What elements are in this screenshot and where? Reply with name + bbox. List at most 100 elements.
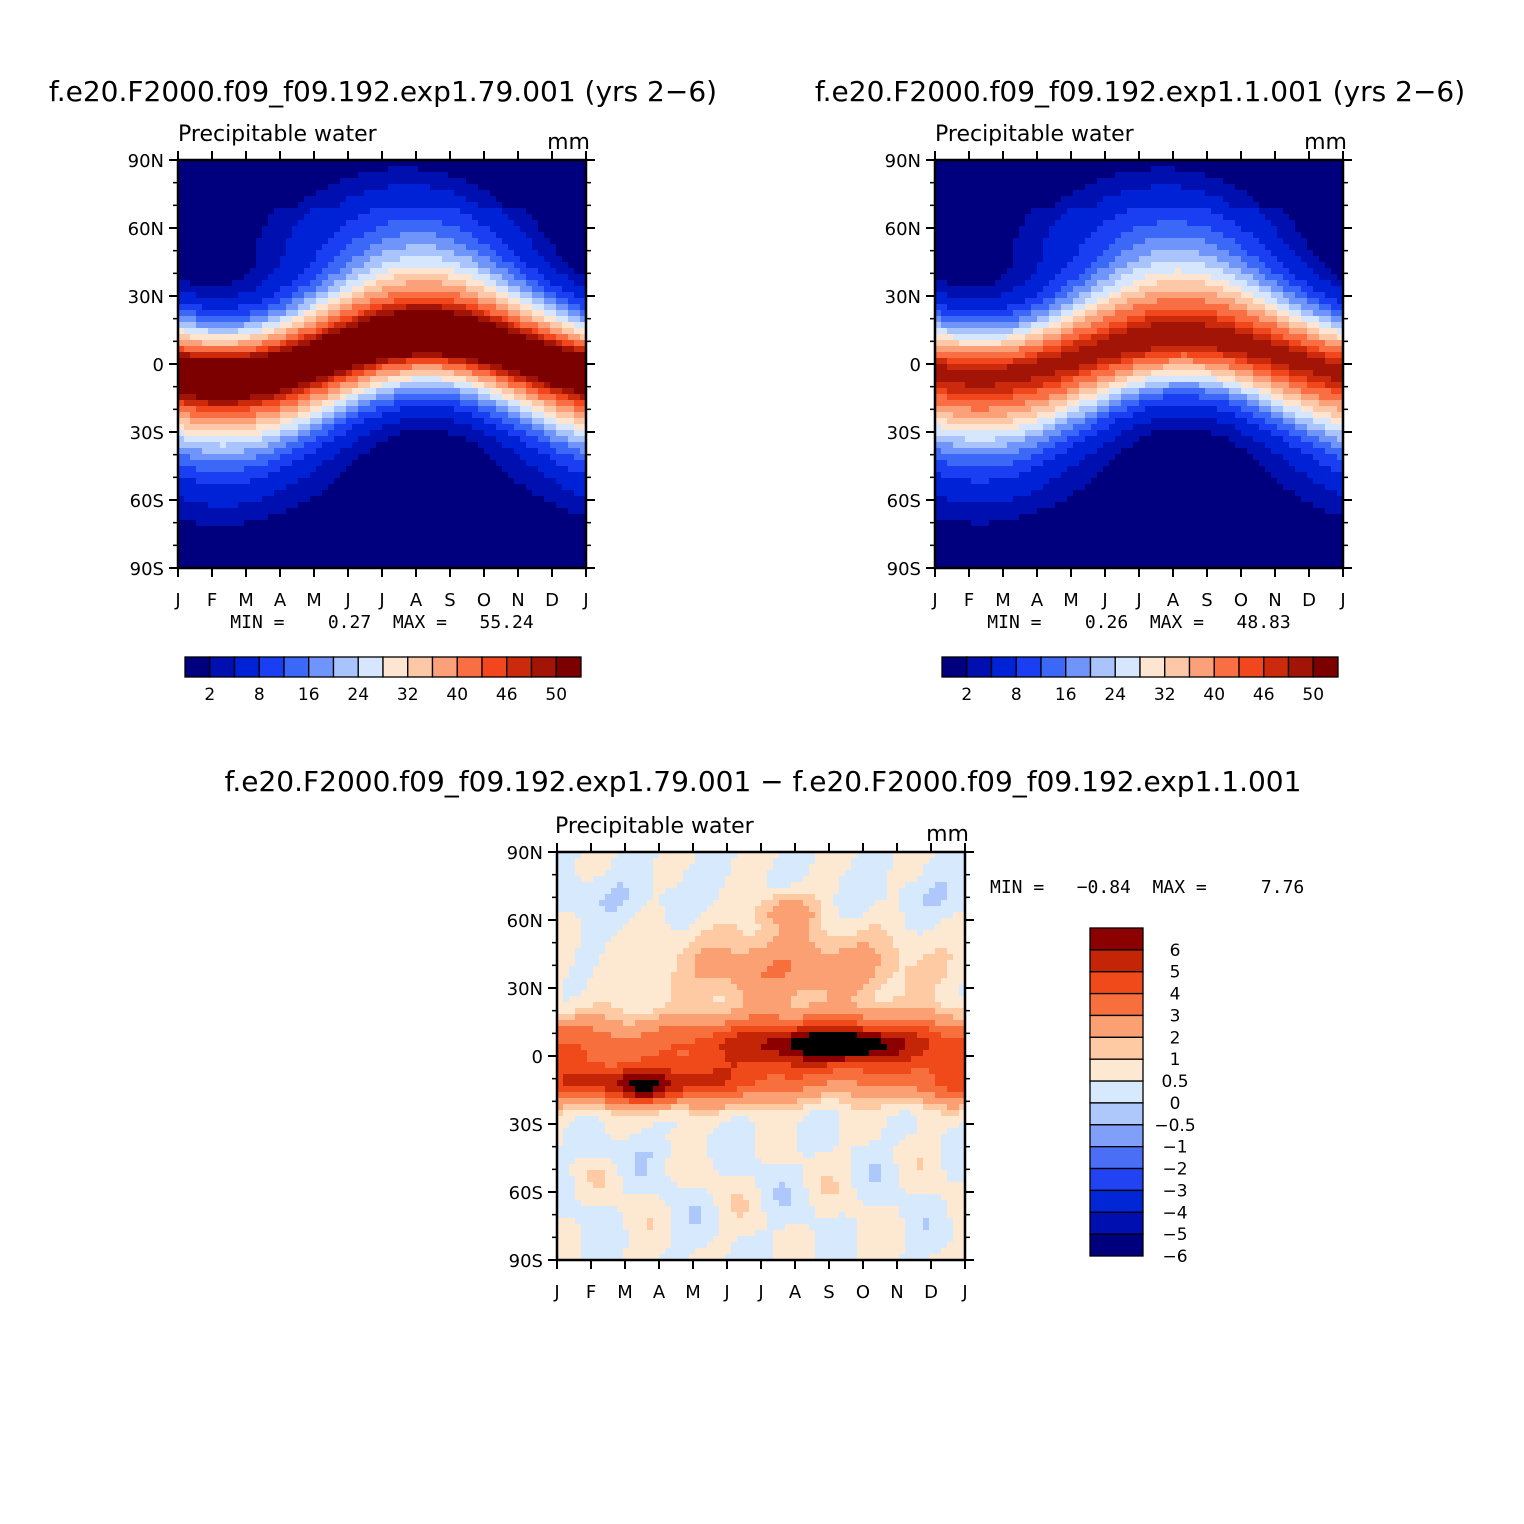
contour-cell — [430, 304, 437, 311]
contour-cell — [472, 292, 479, 299]
contour-cell — [442, 178, 449, 185]
contour-cell — [376, 238, 383, 245]
contour-cell — [244, 196, 251, 203]
contour-cell — [556, 160, 563, 167]
contour-cell — [208, 544, 215, 551]
contour-cell — [352, 400, 359, 407]
contour-cell — [448, 202, 455, 209]
contour-cell — [460, 382, 467, 389]
contour-cell — [208, 460, 215, 467]
contour-cell — [274, 544, 281, 551]
contour-cell — [334, 550, 341, 557]
contour-cell — [544, 532, 551, 539]
contour-cell — [556, 346, 563, 353]
contour-cell — [250, 172, 257, 179]
contour-cell — [250, 478, 257, 485]
contour-cell — [280, 286, 287, 293]
contour-cell — [220, 556, 227, 563]
contour-cell — [202, 406, 209, 413]
contour-cell — [286, 406, 293, 413]
contour-cell — [286, 430, 293, 437]
contour-cell — [394, 526, 401, 533]
contour-cell — [310, 268, 317, 275]
contour-cell — [418, 484, 425, 491]
contour-cell — [466, 532, 473, 539]
contour-cell — [562, 442, 569, 449]
contour-cell — [256, 202, 263, 209]
contour-cell — [190, 394, 197, 401]
contour-cell — [262, 412, 269, 419]
contour-cell — [568, 538, 575, 545]
contour-cell — [580, 364, 587, 371]
contour-cell — [538, 214, 545, 221]
contour-cell — [1301, 166, 1308, 173]
contour-cell — [394, 178, 401, 185]
contour-cell — [448, 370, 455, 377]
contour-cell — [286, 286, 293, 293]
contour-cell — [232, 442, 239, 449]
contour-cell — [568, 526, 575, 533]
contour-cell — [466, 220, 473, 227]
contour-cell — [352, 316, 359, 323]
contour-cell — [478, 274, 485, 281]
contour-cell — [196, 334, 203, 341]
contour-cell — [292, 454, 299, 461]
contour-cell — [250, 352, 257, 359]
contour-cell — [1121, 160, 1128, 167]
contour-cell — [538, 520, 545, 527]
contour-cell — [274, 340, 281, 347]
contour-cell — [304, 490, 311, 497]
contour-cell — [214, 304, 221, 311]
contour-cell — [208, 472, 215, 479]
contour-cell — [466, 238, 473, 245]
contour-cell — [196, 328, 203, 335]
contour-cell — [448, 550, 455, 557]
contour-cell — [184, 496, 191, 503]
contour-cell — [280, 244, 287, 251]
contour-cell — [580, 160, 587, 167]
contour-cell — [550, 544, 557, 551]
contour-cell — [1199, 166, 1206, 173]
contour-cell — [250, 316, 257, 323]
contour-cell — [496, 316, 503, 323]
contour-cell — [478, 334, 485, 341]
contour-cell — [364, 328, 371, 335]
contour-cell — [436, 334, 443, 341]
contour-cell — [226, 484, 233, 491]
contour-cell — [502, 538, 509, 545]
contour-cell — [514, 532, 521, 539]
contour-cell — [538, 244, 545, 251]
contour-cell — [472, 244, 479, 251]
contour-cell — [340, 178, 347, 185]
contour-cell — [1229, 172, 1236, 179]
contour-cell — [484, 208, 491, 215]
contour-cell — [388, 286, 395, 293]
contour-cell — [1229, 166, 1236, 173]
contour-cell — [250, 388, 257, 395]
contour-cell — [514, 508, 521, 515]
contour-cell — [556, 502, 563, 509]
contour-cell — [550, 472, 557, 479]
contour-cell — [292, 430, 299, 437]
contour-cell — [220, 550, 227, 557]
contour-cell — [574, 382, 581, 389]
contour-cell — [568, 196, 575, 203]
contour-cell — [262, 310, 269, 317]
contour-cell — [532, 442, 539, 449]
contour-cell — [556, 424, 563, 431]
contour-cell — [286, 478, 293, 485]
contour-cell — [382, 358, 389, 365]
contour-cell — [400, 556, 407, 563]
contour-cell — [556, 340, 563, 347]
contour-cell — [376, 274, 383, 281]
contour-cell — [580, 526, 587, 533]
contour-cell — [472, 376, 479, 383]
contour-cell — [460, 274, 467, 281]
colorbar-swatch — [456, 656, 483, 678]
contour-cell — [376, 286, 383, 293]
contour-cell — [304, 532, 311, 539]
contour-cell — [334, 502, 341, 509]
contour-cell — [430, 256, 437, 263]
contour-cell — [250, 562, 257, 569]
contour-cell — [580, 178, 587, 185]
